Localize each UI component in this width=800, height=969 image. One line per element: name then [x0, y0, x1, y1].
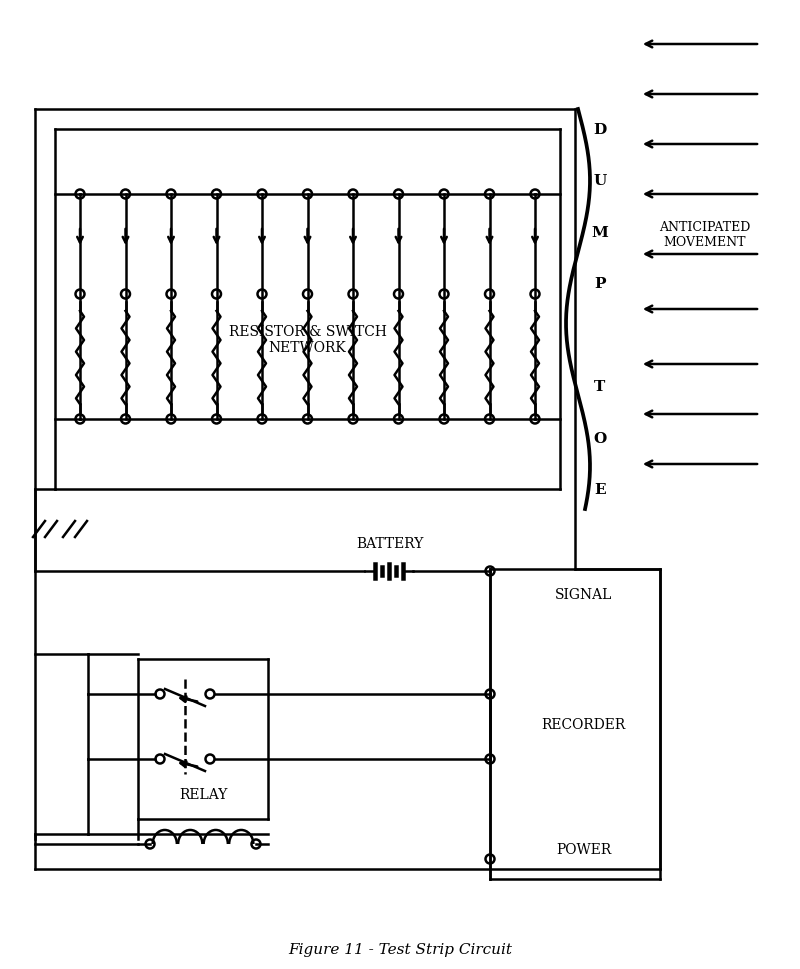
Text: E: E: [594, 483, 606, 496]
Text: RELAY: RELAY: [179, 787, 227, 801]
Text: POWER: POWER: [556, 842, 611, 857]
Text: T: T: [594, 380, 606, 393]
Text: D: D: [594, 123, 606, 137]
Text: Figure 11 - Test Strip Circuit: Figure 11 - Test Strip Circuit: [288, 942, 512, 956]
Text: M: M: [591, 226, 609, 239]
Text: BATTERY: BATTERY: [356, 537, 424, 550]
Text: RESISTOR & SWITCH
NETWORK: RESISTOR & SWITCH NETWORK: [229, 325, 386, 355]
Text: P: P: [594, 277, 606, 291]
Text: O: O: [594, 431, 606, 445]
Text: U: U: [594, 174, 606, 188]
Text: RECORDER: RECORDER: [542, 717, 626, 732]
Text: SIGNAL: SIGNAL: [555, 587, 612, 602]
Text: ANTICIPATED
MOVEMENT: ANTICIPATED MOVEMENT: [659, 221, 750, 249]
